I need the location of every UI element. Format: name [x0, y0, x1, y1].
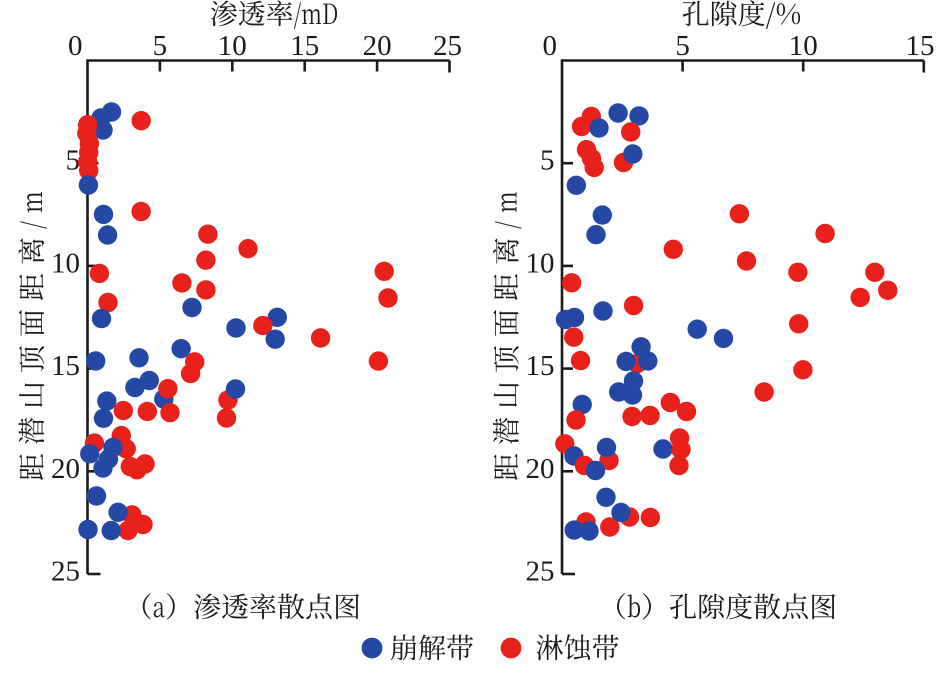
svg-text:15: 15 — [906, 30, 935, 62]
svg-text:15: 15 — [290, 30, 319, 62]
svg-text:5: 5 — [66, 145, 81, 177]
svg-text:10: 10 — [789, 30, 818, 62]
svg-text:5: 5 — [675, 30, 690, 62]
svg-text:5: 5 — [540, 145, 555, 177]
svg-text:10: 10 — [218, 30, 247, 62]
svg-text:25: 25 — [526, 556, 555, 588]
svg-text:20: 20 — [363, 30, 392, 62]
svg-text:15: 15 — [526, 350, 555, 382]
svg-text:25: 25 — [51, 556, 80, 588]
svg-text:20: 20 — [51, 453, 80, 485]
svg-text:25: 25 — [433, 30, 462, 62]
svg-text:0: 0 — [68, 30, 83, 62]
svg-text:0: 0 — [543, 30, 558, 62]
svg-text:10: 10 — [51, 247, 80, 279]
svg-text:20: 20 — [526, 453, 555, 485]
svg-text:5: 5 — [153, 30, 168, 62]
svg-text:15: 15 — [51, 350, 80, 382]
svg-text:10: 10 — [526, 247, 555, 279]
